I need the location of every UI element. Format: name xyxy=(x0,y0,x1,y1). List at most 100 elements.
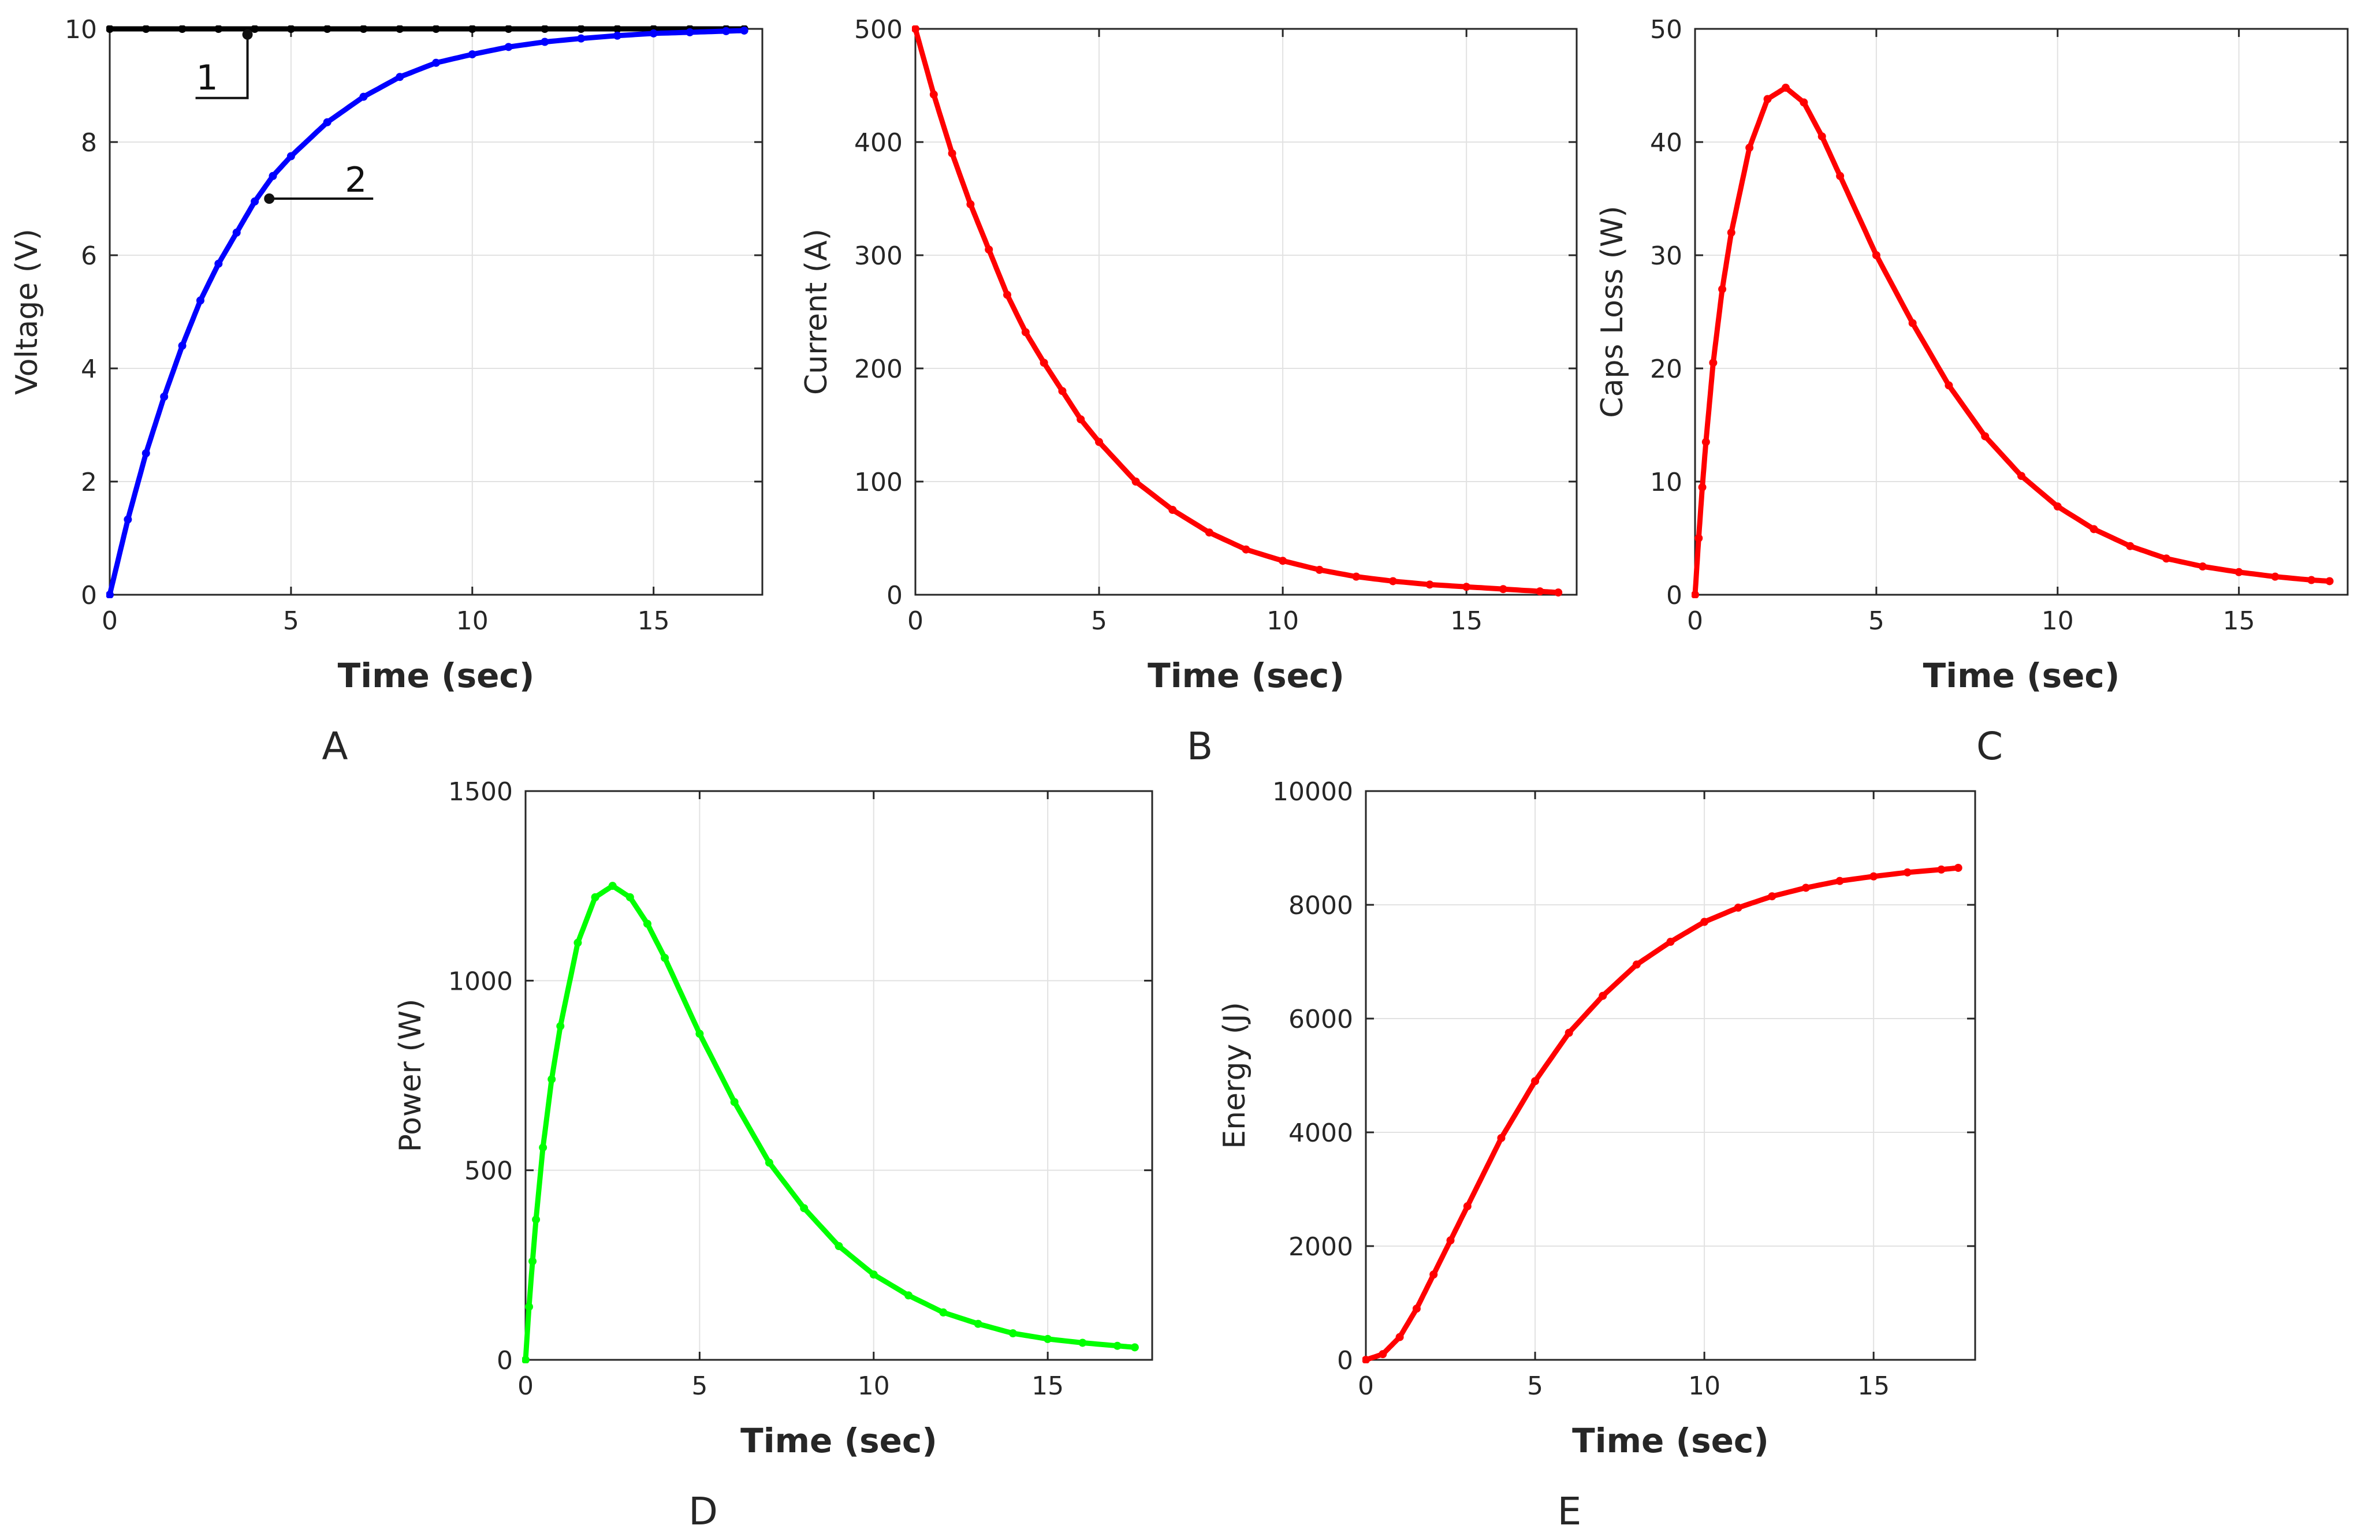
data-point xyxy=(432,25,440,33)
data-point xyxy=(359,92,368,101)
annotation-leader xyxy=(195,34,249,99)
y-tick-label: 8000 xyxy=(1288,891,1353,920)
data-point xyxy=(1903,868,1912,877)
data-point xyxy=(1768,892,1776,901)
data-point xyxy=(1937,865,1946,874)
data-point xyxy=(661,953,669,962)
data-point xyxy=(577,34,586,43)
data-point xyxy=(1388,577,1397,586)
data-point xyxy=(573,938,582,947)
data-point xyxy=(323,118,332,126)
x-tick-label: 5 xyxy=(283,606,299,636)
data-point xyxy=(939,1308,948,1317)
data-point xyxy=(1700,918,1709,926)
data-point xyxy=(214,25,223,33)
data-point xyxy=(1692,591,1699,598)
y-tick-label: 0 xyxy=(81,581,97,610)
y-tick-label: 30 xyxy=(1650,241,1682,271)
data-point xyxy=(835,1242,843,1250)
data-point xyxy=(468,25,476,33)
data-point xyxy=(528,1257,537,1266)
x-tick-label: 0 xyxy=(517,1371,534,1401)
panel-a: 0 5 10 15 0 2 4 6 8 10 Time (sec) Voltage (V) A 1 2 xyxy=(10,15,763,769)
y-tick-label: 10 xyxy=(65,15,97,44)
data-point xyxy=(432,58,440,67)
x-tick-label: 15 xyxy=(1031,1371,1064,1401)
data-point xyxy=(869,1270,878,1279)
data-point xyxy=(1003,290,1012,299)
data-point xyxy=(1945,381,1953,390)
data-point xyxy=(269,171,277,180)
y-tick-label: 2 xyxy=(81,468,97,497)
x-tick-label: 0 xyxy=(1358,1371,1374,1401)
data-point xyxy=(2198,562,2207,570)
panel-c: 0 5 10 15 0 10 20 30 40 50 Time (sec) Caps Loss (W)… xyxy=(1595,15,2349,769)
data-point xyxy=(232,228,241,237)
data-point xyxy=(649,29,658,38)
data-point xyxy=(1095,438,1104,446)
data-point xyxy=(1666,938,1675,946)
data-point xyxy=(547,1075,556,1084)
data-point xyxy=(106,591,114,598)
data-point xyxy=(1113,1341,1122,1350)
panel-letter: D xyxy=(688,1489,718,1534)
data-point xyxy=(1701,438,1710,446)
data-point xyxy=(1817,132,1826,141)
x-tick-label: 10 xyxy=(1267,606,1299,636)
y-tick-label: 10 xyxy=(1650,468,1682,497)
axes-box xyxy=(1365,790,1976,1361)
data-point xyxy=(1429,1270,1438,1279)
series-line xyxy=(912,26,1561,595)
panel-letter: B xyxy=(1187,724,1213,769)
x-axis-label: Time (sec) xyxy=(1148,656,1344,695)
data-point xyxy=(286,152,295,161)
data-point xyxy=(1694,534,1703,542)
data-point xyxy=(141,25,150,33)
data-point xyxy=(1727,228,1735,237)
data-point xyxy=(904,1291,913,1300)
data-point xyxy=(625,893,634,901)
series-energy xyxy=(1362,863,1962,1363)
y-tick-label: 50 xyxy=(1650,15,1682,44)
data-point xyxy=(2234,568,2243,576)
y-tick-label: 1500 xyxy=(448,777,513,807)
y-tick-label: 0 xyxy=(1337,1346,1353,1375)
data-point xyxy=(1565,1028,1573,1037)
y-axis-label: Energy (J) xyxy=(1217,1002,1252,1149)
data-point xyxy=(1315,565,1324,574)
data-point xyxy=(106,25,114,33)
y-tick-label: 4000 xyxy=(1288,1118,1353,1148)
series-power xyxy=(522,882,1139,1363)
data-point xyxy=(541,25,549,33)
x-tick-label: 10 xyxy=(456,606,489,636)
data-point xyxy=(730,1098,739,1106)
annotation-label: 1 xyxy=(196,58,218,98)
annotation-label: 2 xyxy=(345,160,367,200)
data-point xyxy=(541,38,549,46)
data-point xyxy=(2017,472,2025,480)
y-tick-label: 200 xyxy=(854,355,903,384)
data-point xyxy=(613,31,621,40)
data-point xyxy=(504,43,513,51)
data-point xyxy=(504,25,513,33)
data-point xyxy=(532,1215,541,1224)
data-point xyxy=(1908,319,1917,327)
data-point xyxy=(1599,991,1607,1000)
panel-letter: E xyxy=(1558,1489,1582,1534)
data-point xyxy=(929,90,938,99)
data-point xyxy=(1718,285,1727,293)
y-axis-label: Voltage (V) xyxy=(10,229,44,395)
data-point xyxy=(966,200,975,208)
x-tick-label: 5 xyxy=(691,1371,707,1401)
data-point xyxy=(1044,1334,1052,1343)
data-point xyxy=(1279,557,1287,565)
data-point xyxy=(643,919,651,928)
data-point xyxy=(1130,1343,1139,1352)
data-point xyxy=(1463,1202,1472,1211)
panel-d: 0 5 10 15 0 500 1000 1500 Time (sec) Power (W) D xyxy=(393,777,1153,1534)
data-point xyxy=(1412,1304,1421,1313)
series-line xyxy=(1363,865,1961,1363)
data-point xyxy=(1734,903,1742,912)
